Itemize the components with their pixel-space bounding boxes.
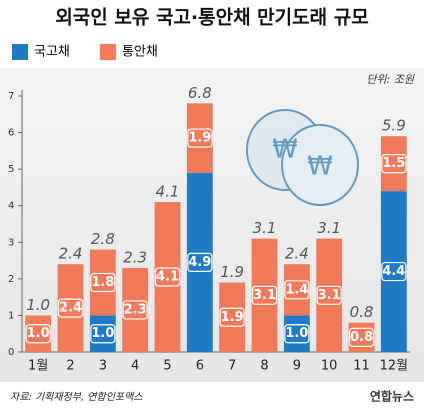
total-label: 1.9 — [220, 263, 244, 281]
total-label: 2.4 — [285, 245, 309, 263]
total-label: 3.1 — [317, 219, 341, 237]
legend-label: 통안채 — [122, 45, 158, 60]
bar-segment — [316, 238, 343, 352]
total-label: 4.1 — [156, 183, 180, 201]
total-label: 2.3 — [123, 248, 147, 266]
segment-label: 3.1 — [318, 288, 341, 303]
money-bags: ₩ ₩ — [246, 109, 359, 206]
x-tick-label: 4 — [131, 359, 139, 374]
bar-segment — [25, 315, 52, 352]
bar-segment — [89, 315, 116, 352]
label-box — [57, 298, 84, 318]
segment-label: 1.8 — [91, 275, 114, 290]
segment-label: 4.4 — [382, 264, 405, 279]
bar-segment — [57, 264, 84, 352]
bar-segment — [186, 103, 213, 173]
y-tick-label: 0 — [8, 347, 14, 358]
label-box — [284, 324, 310, 344]
label-box — [219, 307, 245, 327]
x-tick-label: 10 — [321, 359, 338, 374]
label-box — [381, 261, 407, 282]
unit-label: 단위: 조원 — [366, 73, 415, 86]
x-tick-label: 11 — [353, 359, 370, 374]
segment-label: 0.8 — [350, 330, 373, 345]
y-tick-label: 5 — [8, 164, 14, 175]
y-tick-label: 2 — [8, 274, 14, 285]
legend-swatch — [12, 44, 28, 60]
x-tick-label: 9 — [293, 359, 301, 374]
segment-label: 2.3 — [124, 302, 147, 317]
total-label: 0.8 — [350, 303, 374, 321]
bar-segment — [154, 202, 181, 352]
total-label: 6.8 — [188, 84, 212, 102]
bar-segment — [219, 282, 246, 352]
segment-label: 1.9 — [221, 310, 244, 325]
x-tick-label: 7 — [228, 359, 236, 374]
label-box — [154, 267, 181, 287]
label-box — [122, 300, 148, 320]
segment-label: 3.1 — [253, 288, 276, 303]
x-tick-label: 8 — [260, 359, 268, 374]
y-tick-label: 7 — [8, 91, 14, 102]
label-box — [316, 285, 342, 305]
bar-segment — [283, 315, 310, 352]
svg-text:₩: ₩ — [307, 152, 333, 182]
label-box — [187, 252, 213, 272]
x-tick-label: 12월 — [380, 359, 409, 374]
y-tick-label: 6 — [8, 128, 14, 139]
label-box — [90, 272, 116, 293]
svg-text:₩: ₩ — [272, 135, 298, 165]
y-tick-label: 1 — [8, 310, 14, 321]
bar-segment — [89, 249, 116, 316]
label-box — [25, 324, 51, 344]
y-tick-label: 3 — [8, 237, 14, 248]
x-tick-label: 1월 — [28, 359, 48, 374]
x-tick-label: 5 — [163, 359, 171, 374]
segment-label: 1.4 — [285, 282, 308, 297]
x-tick-label: 6 — [196, 359, 204, 374]
segment-label: 1.0 — [91, 326, 114, 341]
total-label: 1.0 — [26, 296, 50, 314]
label-box — [251, 285, 278, 305]
bar-segment — [283, 264, 310, 316]
legend-label: 국고채 — [34, 45, 70, 60]
label-box — [90, 324, 116, 344]
segment-label: 1.9 — [188, 131, 211, 146]
total-label: 3.1 — [253, 219, 277, 237]
segment-label: 4.1 — [156, 270, 179, 285]
x-tick-label: 2 — [66, 359, 74, 374]
bar-segment — [251, 238, 278, 352]
total-label: 2.4 — [59, 245, 83, 263]
segment-label: 1.0 — [27, 326, 50, 341]
bar-segment — [122, 267, 149, 352]
segment-label: 4.9 — [188, 255, 211, 270]
chart-title: 외국인 보유 국고·통안채 만기도래 규모 — [55, 7, 368, 29]
total-label: 2.8 — [91, 230, 115, 248]
label-box — [381, 154, 407, 174]
legend-swatch — [100, 44, 116, 60]
bar-segment — [348, 322, 375, 352]
label-box — [284, 280, 310, 300]
source: 자료: 기획재정부, 연합인포맥스 — [10, 391, 143, 403]
segment-label: 2.4 — [59, 301, 82, 316]
logo: 연합뉴스 — [370, 389, 414, 404]
total-label: 5.9 — [382, 117, 406, 135]
y-tick-label: 4 — [8, 201, 14, 212]
bar-segment — [380, 136, 407, 192]
bar-segment — [380, 191, 407, 352]
bar-segment — [186, 172, 213, 352]
segment-label: 1.0 — [285, 326, 308, 341]
label-box — [348, 327, 375, 347]
segment-label: 1.5 — [382, 156, 405, 171]
x-tick-label: 3 — [99, 359, 107, 374]
label-box — [187, 128, 213, 148]
